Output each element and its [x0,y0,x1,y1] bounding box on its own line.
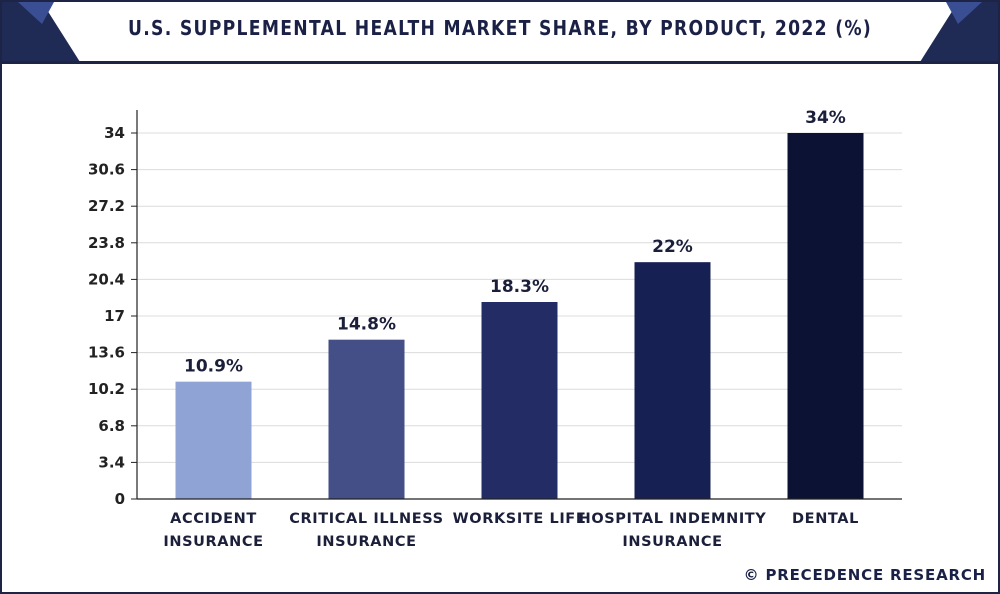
x-category-label: CRITICAL ILLNESS [289,511,443,527]
axes [136,110,902,500]
x-category-label: ACCIDENT [170,511,257,527]
y-tick-label: 10.2 [88,380,125,398]
bar [787,133,864,499]
y-tick-label: 6.8 [98,417,125,435]
x-category-label: INSURANCE [163,534,263,550]
corner-decoration-left-light [18,2,54,24]
x-category-label: INSURANCE [316,534,416,550]
y-tick-label: 23.8 [88,234,125,252]
y-tick-label: 0 [115,490,125,508]
y-tick-label: 3.4 [98,453,125,471]
corner-decoration-right-dark [920,2,998,62]
y-tick-label: 27.2 [88,197,125,215]
value-label: 22% [652,237,693,257]
corner-decoration-right-light [946,2,982,24]
header-divider [2,61,998,64]
y-tick-label: 34 [104,124,125,142]
x-category-label: INSURANCE [622,534,722,550]
header-corners [2,2,998,62]
value-label: 10.9% [184,357,243,377]
bars [175,133,864,499]
x-category-label: WORKSITE LIFE [453,511,587,527]
copyright-label: © PRECEDENCE RESEARCH [743,566,986,584]
bar [175,381,252,499]
y-tick-label: 30.6 [88,161,125,179]
value-label: 14.8% [337,315,396,335]
value-label: 18.3% [490,277,549,297]
bar [634,262,711,499]
y-tick-label: 13.6 [88,344,125,362]
corner-decoration-left-dark [2,2,80,62]
bar [481,302,558,499]
y-tick-label: 17 [104,307,125,325]
x-category-label: DENTAL [792,511,859,527]
x-category-label: HOSPITAL INDEMNITY [579,511,767,527]
header-banner: U.S. SUPPLEMENTAL HEALTH MARKET SHARE, B… [2,2,998,62]
labels: 0 3.4 6.8 10.2 13.6 17 20.4 23.8 27.2 30.6 34 10.9%… [88,108,859,550]
chart-title: U.S. SUPPLEMENTAL HEALTH MARKET SHARE, B… [127,16,873,40]
value-label: 34% [805,108,846,128]
bar [328,339,405,499]
y-tick-label: 20.4 [88,270,125,288]
